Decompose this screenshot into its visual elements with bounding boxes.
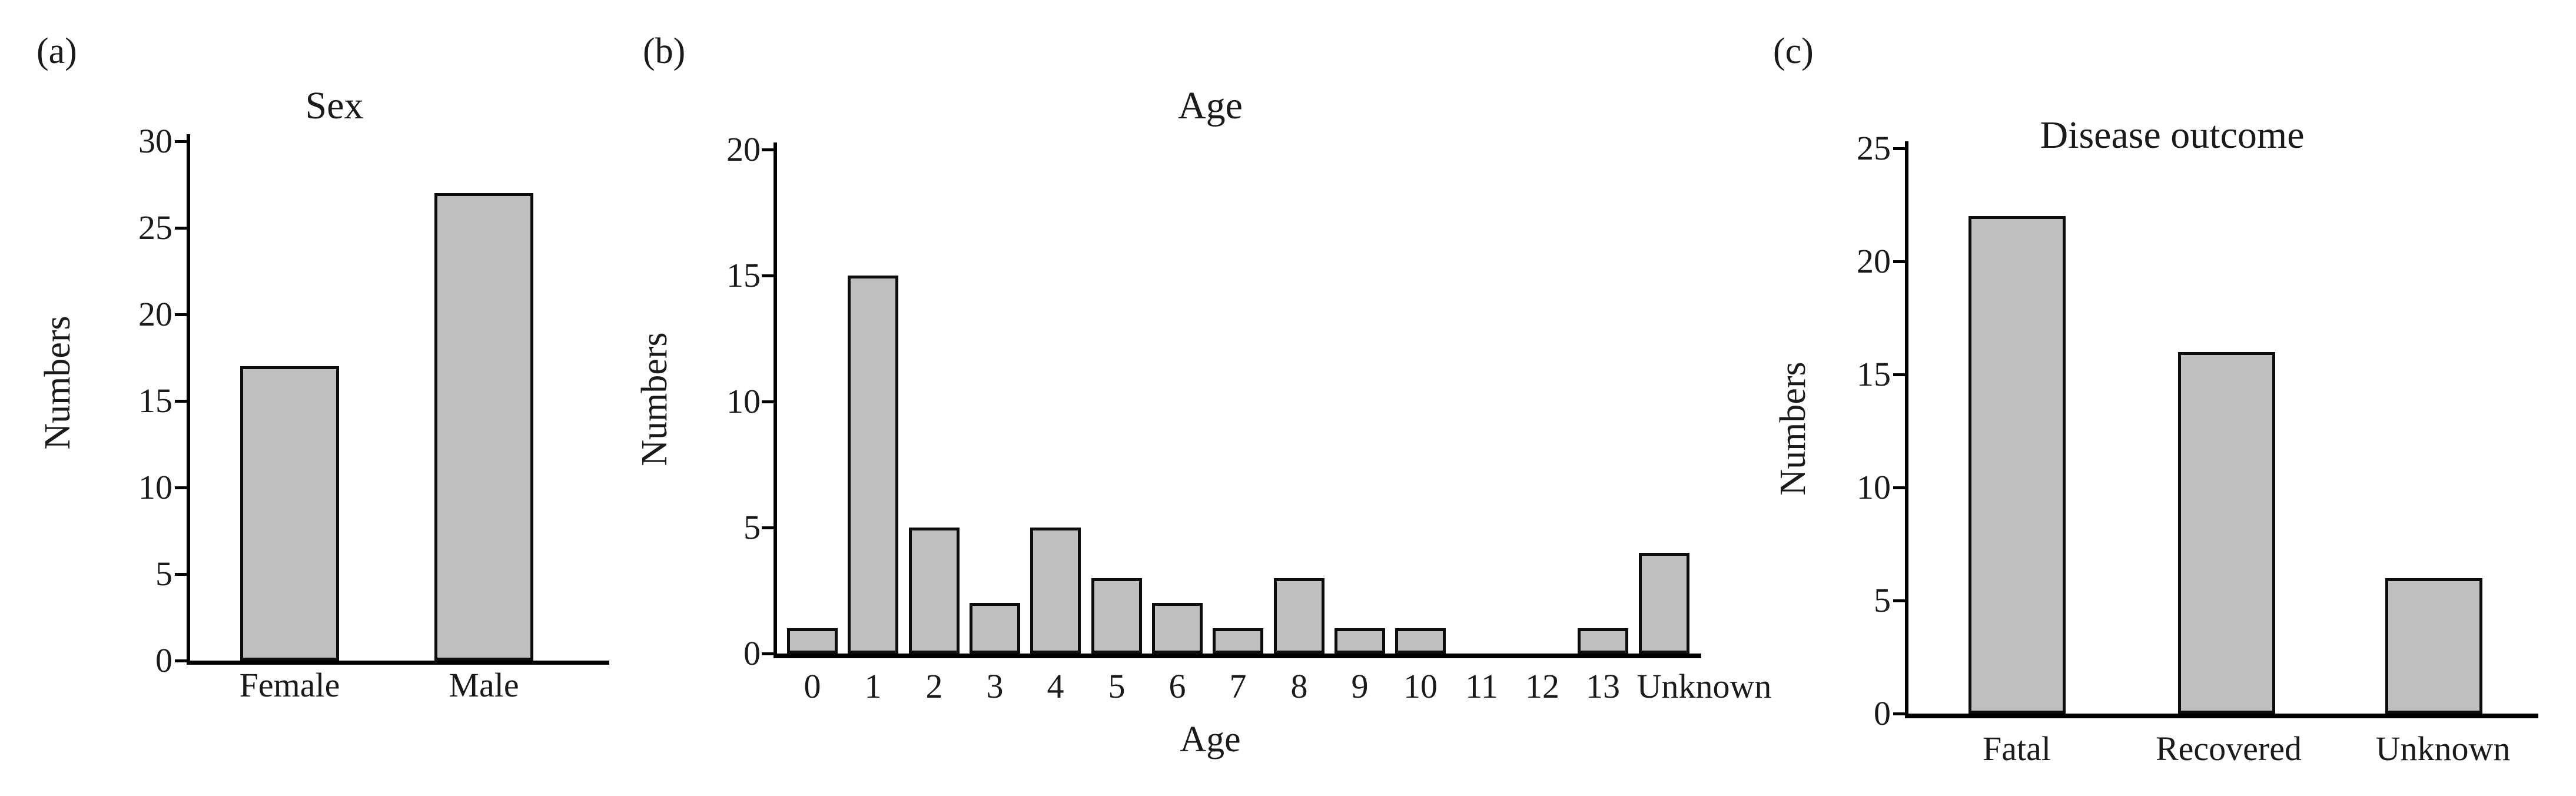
y-tick-mark xyxy=(175,227,187,230)
y-tick-mark xyxy=(1893,599,1905,602)
chart-b-x-axis-title: Age xyxy=(1180,719,1241,759)
x-category-label: Recovered xyxy=(2156,729,2302,768)
y-tick-label: 15 xyxy=(138,382,172,420)
x-axis-line xyxy=(1905,714,2538,718)
y-tick-label: 25 xyxy=(1857,129,1891,167)
bar-unknown xyxy=(2385,578,2482,714)
chart-b-title: Age xyxy=(1178,84,1243,127)
x-category-label: 12 xyxy=(1525,667,1559,705)
x-category-label: Female xyxy=(239,666,340,704)
bar-fatal xyxy=(1968,216,2066,714)
panel-b-label: (b) xyxy=(643,31,686,71)
x-category-label: 7 xyxy=(1229,667,1247,705)
y-tick-label: 10 xyxy=(138,468,172,506)
y-tick-mark xyxy=(762,526,774,529)
y-tick-label: 20 xyxy=(1857,242,1891,280)
x-category-label: 2 xyxy=(925,667,943,705)
y-tick-label: 5 xyxy=(1874,581,1891,619)
y-tick-label: 0 xyxy=(743,634,761,672)
x-category-label: 6 xyxy=(1169,667,1186,705)
x-category-label: Unknown xyxy=(1636,667,1772,705)
bar-10 xyxy=(1395,628,1446,654)
y-tick-mark xyxy=(1893,260,1905,263)
y-tick-mark xyxy=(175,659,187,662)
y-tick-label: 20 xyxy=(138,295,172,333)
bar-female xyxy=(240,366,339,661)
y-tick-label: 10 xyxy=(726,382,761,420)
bar-1 xyxy=(848,276,898,654)
y-axis-line xyxy=(1905,141,1908,714)
y-axis-line xyxy=(774,142,777,654)
chart-a-title: Sex xyxy=(305,84,364,127)
x-category-label: 8 xyxy=(1290,667,1308,705)
panel-a-label: (a) xyxy=(36,31,77,71)
bar-3 xyxy=(970,603,1020,654)
y-tick-label: 15 xyxy=(1857,355,1891,393)
y-tick-mark xyxy=(1893,712,1905,715)
y-tick-mark xyxy=(175,486,187,489)
chart-c-title: Disease outcome xyxy=(2040,114,2305,157)
y-tick-label: 30 xyxy=(138,122,172,160)
y-tick-label: 0 xyxy=(1874,694,1891,732)
x-category-label: Fatal xyxy=(1983,729,2051,768)
y-tick-label: 20 xyxy=(726,130,761,168)
bar-recovered xyxy=(2177,351,2275,714)
y-tick-mark xyxy=(1893,486,1905,489)
bar-7 xyxy=(1213,628,1263,654)
y-axis-line xyxy=(187,134,190,661)
y-tick-mark xyxy=(175,313,187,316)
x-category-label: 9 xyxy=(1351,667,1369,705)
bar-13 xyxy=(1578,628,1628,654)
x-category-label: 4 xyxy=(1047,667,1064,705)
y-tick-mark xyxy=(1893,147,1905,150)
y-tick-mark xyxy=(762,148,774,151)
y-tick-label: 10 xyxy=(1857,468,1891,506)
x-category-label: 13 xyxy=(1586,667,1620,705)
x-category-label: Unknown xyxy=(2375,729,2511,768)
x-axis-line xyxy=(774,654,1701,658)
x-category-label: Male xyxy=(449,666,519,704)
y-tick-mark xyxy=(762,652,774,655)
bar-8 xyxy=(1274,578,1324,654)
bar-9 xyxy=(1335,628,1385,654)
bar-6 xyxy=(1152,603,1203,654)
x-category-label: 3 xyxy=(986,667,1004,705)
bar-0 xyxy=(787,628,838,654)
chart-c-y-axis-title: Numbers xyxy=(1773,361,1813,496)
y-tick-mark xyxy=(762,400,774,403)
y-tick-mark xyxy=(762,274,774,277)
x-category-label: 11 xyxy=(1465,667,1498,705)
y-tick-label: 15 xyxy=(726,256,761,294)
panel-c-label: (c) xyxy=(1773,31,1814,71)
y-tick-mark xyxy=(175,400,187,403)
y-tick-mark xyxy=(175,573,187,576)
y-tick-label: 5 xyxy=(155,555,172,593)
bar-male xyxy=(434,193,533,661)
y-tick-mark xyxy=(1893,373,1905,376)
y-tick-label: 0 xyxy=(155,641,172,679)
bar-unknown xyxy=(1639,552,1689,654)
y-tick-label: 25 xyxy=(138,208,172,247)
bar-5 xyxy=(1091,578,1142,654)
x-category-label: 10 xyxy=(1403,667,1438,705)
x-axis-line xyxy=(187,661,609,665)
bar-4 xyxy=(1030,528,1081,654)
x-category-label: 1 xyxy=(864,667,882,705)
x-category-label: 5 xyxy=(1108,667,1126,705)
y-tick-mark xyxy=(175,140,187,143)
y-tick-label: 5 xyxy=(743,508,761,546)
bar-2 xyxy=(909,528,960,654)
x-category-label: 0 xyxy=(804,667,821,705)
